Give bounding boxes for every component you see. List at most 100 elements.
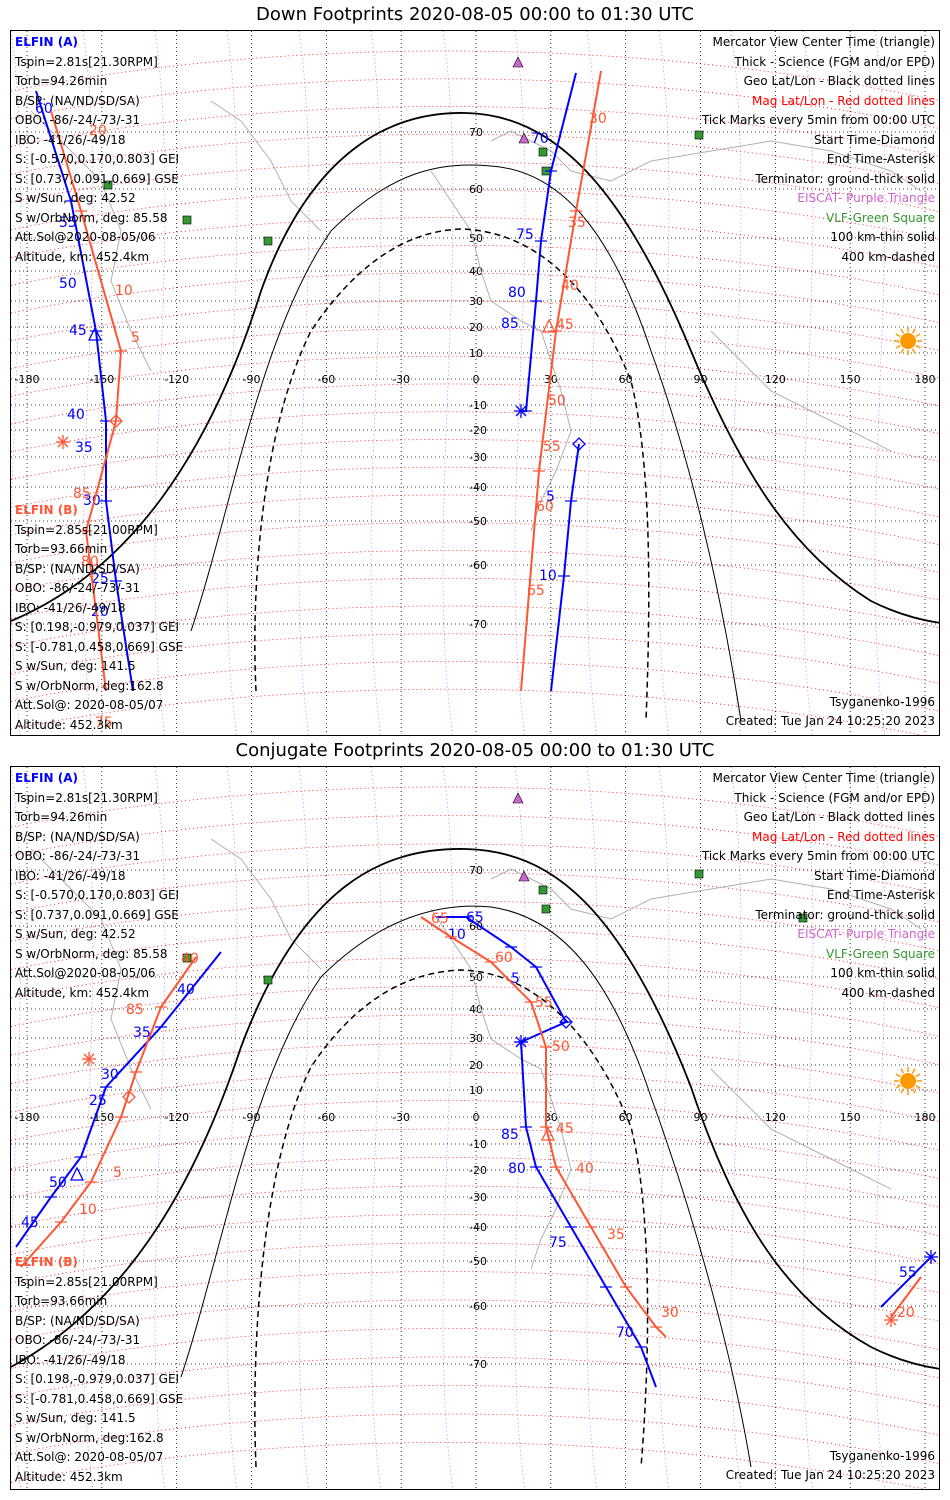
end-asterisk-icon — [515, 405, 527, 417]
track-time-label: 80 — [508, 1161, 526, 1177]
track-time-label: 50 — [552, 1039, 570, 1055]
track-time-label: 70 — [531, 131, 549, 147]
elfin-b-line: Altitude: 452.3km — [15, 717, 123, 732]
legend-item: Mercator View Center Time (triangle) — [712, 35, 935, 49]
mag-latitude-line — [11, 1100, 939, 1151]
elfin-a-line: Att.Sol@2020-08-05/06 — [15, 966, 156, 980]
mag-latitude-line — [11, 550, 939, 601]
panel-title-down: Down Footprints 2020-08-05 00:00 to 01:3… — [256, 4, 694, 25]
elfin-a-line: Torb=94.26min — [15, 74, 108, 88]
elfin-b-line: S: [0.198,-0.979,0.037] GEI — [15, 1372, 180, 1386]
legend-item: 400 km-dashed — [841, 249, 935, 264]
sun-ray — [911, 348, 916, 354]
mag-latitude-line — [11, 786, 939, 837]
mag-longitude-line — [370, 31, 382, 735]
track-time-label: 50 — [548, 393, 566, 409]
elfin-b-line: Altitude: 452.3km — [15, 1469, 123, 1484]
elfin-b-line: OBO: -86/-24/-73/-31 — [15, 1333, 141, 1347]
legend-item: VLF-Green Square — [826, 210, 935, 225]
track-time-label: 85 — [126, 1002, 144, 1018]
elfin-b-info-conjugate: ELFIN (B) Tspin=2.85s[21.00RPM] Torb=93.… — [15, 1253, 183, 1487]
mag-latitude-line — [11, 411, 939, 462]
terminator-400km — [254, 969, 649, 1468]
green-square-icon — [694, 869, 704, 879]
end-asterisk-icon — [515, 1036, 527, 1048]
track-time-label: 45 — [556, 1121, 574, 1137]
mag-longitude-line — [802, 31, 814, 735]
track-time-label: 45 — [556, 317, 574, 333]
legend-item: Start Time-Diamond — [813, 868, 935, 883]
mag-latitude-line — [11, 661, 939, 712]
created-label: Created: Tue Jan 24 10:25:20 2023 — [725, 714, 935, 728]
green-square-icon — [538, 885, 548, 895]
lon-tick-label: 120 — [765, 1111, 786, 1124]
lon-tick-label: 150 — [840, 373, 861, 386]
lat-tick-label: -50 — [469, 515, 487, 528]
green-square-icon — [103, 180, 113, 190]
elfin-a-info-down: ELFIN (A) Tspin=2.81s[21.30RPM] Torb=94.… — [15, 33, 179, 267]
elfin-a-line: S: [-0.570,0.170,0.803] GEI — [15, 152, 180, 166]
elfin-a-line: S: [-0.570,0.170,0.803] GEI — [15, 888, 180, 902]
track-time-label: 40 — [561, 278, 579, 294]
elfin-a-line: B/SP: (NA/ND/SD/SA) — [15, 829, 140, 844]
track-time-label: 85 — [73, 486, 91, 502]
mag-longitude-line — [730, 31, 742, 735]
mag-latitude-line — [11, 272, 939, 323]
elfin-a-conjugate-track-2 — [436, 916, 657, 1388]
lon-tick-label: -90 — [243, 373, 261, 386]
elfin-b-line: IBO: -41/26/-49/18 — [15, 600, 126, 615]
mag-longitude-line — [226, 31, 238, 735]
lat-tick-label: 50 — [469, 232, 483, 245]
elfin-a-info-conjugate: ELFIN (A) Tspin=2.81s[21.30RPM] Torb=94.… — [15, 769, 179, 1003]
lon-tick-label: -180 — [15, 1111, 40, 1124]
legend-item: Geo Lat/Lon - Black dotted lines — [743, 810, 935, 824]
legend-item: 100 km-thin solid — [830, 230, 935, 244]
track-time-label: 5 — [113, 1165, 122, 1181]
legend-item: EISCAT- Purple Triangle — [797, 927, 935, 941]
track-time-label: 10 — [539, 568, 557, 584]
legend-item: Mag Lat/Lon - Red dotted lines — [751, 829, 935, 844]
lat-tick-label: 60 — [469, 920, 483, 933]
purple-triangle-icon — [512, 792, 524, 804]
legend-item: End Time-Asterisk — [826, 888, 935, 902]
mag-longitude-line — [658, 767, 670, 1489]
mag-latitude-line — [11, 1328, 939, 1379]
sun-icon — [900, 1073, 916, 1089]
mag-longitude-line — [586, 31, 598, 735]
track-time-label: 30 — [101, 1067, 119, 1083]
track-time-label: 55 — [543, 439, 561, 455]
mag-longitude-line — [226, 767, 238, 1489]
track-time-label: 50 — [59, 276, 77, 292]
lon-tick-label: 60 — [619, 373, 633, 386]
legend-item: EISCAT- Purple Triangle — [797, 191, 935, 205]
lat-tick-label: 50 — [469, 971, 483, 984]
legend-item: Tick Marks every 5min from 00:00 UTC — [701, 113, 935, 127]
track-time-label: 30 — [661, 1305, 679, 1321]
terminator-100km — [190, 164, 742, 722]
lat-tick-label: -40 — [469, 1221, 487, 1234]
lat-tick-label: -70 — [469, 618, 487, 631]
start-diamond-icon — [122, 1090, 136, 1104]
green-square-icon — [182, 215, 192, 225]
lat-tick-label: -60 — [469, 559, 487, 572]
sun-ray — [915, 1073, 921, 1078]
lat-tick-label: -10 — [469, 1138, 487, 1151]
lat-tick-label: 30 — [469, 1032, 483, 1045]
coastline — [490, 130, 922, 192]
elfin-b-line: B/SP: (NA/ND/SD/SA) — [15, 1313, 140, 1328]
legend-item: Mercator View Center Time (triangle) — [712, 771, 935, 785]
elfin-b-line: S: [-0.781,0.458,0.669] GSE — [15, 1391, 184, 1406]
elfin-a-conjugate-track — [15, 951, 222, 1248]
center-time-triangle-icon — [541, 318, 557, 333]
model-label: Tsyganenko-1996 — [829, 695, 935, 709]
coastline — [30, 848, 152, 1110]
elfin-b-line: Att.Sol@: 2020-08-05/07 — [15, 698, 164, 712]
coastline — [30, 110, 152, 372]
elfin-a-line: S w/OrbNorm, deg: 85.58 — [15, 946, 168, 961]
elfin-b-title: ELFIN (B) — [15, 1255, 78, 1269]
mag-latitude-line — [11, 1356, 939, 1407]
mag-latitude-line — [11, 217, 939, 268]
track-time-label: 55 — [899, 1265, 917, 1281]
green-square-icon — [694, 130, 704, 140]
lat-tick-label: 40 — [469, 265, 483, 278]
